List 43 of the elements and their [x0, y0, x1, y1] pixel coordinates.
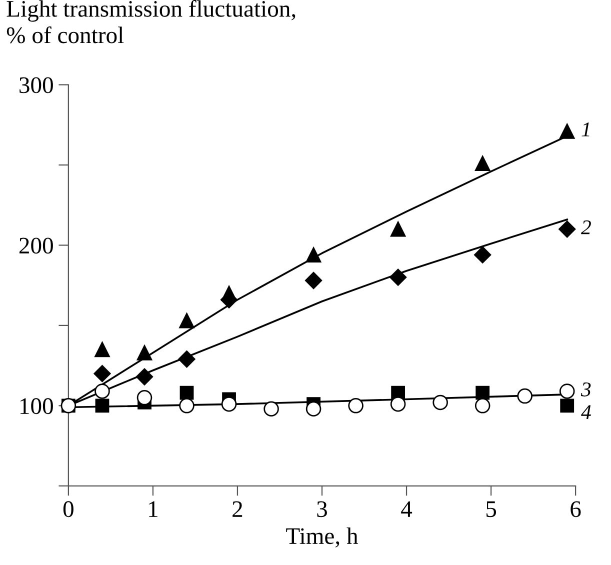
x-tick-label: 0 [63, 501, 74, 518]
point [136, 368, 154, 386]
series-label: 1 [582, 122, 590, 136]
point [179, 312, 194, 328]
point [94, 384, 110, 399]
series-label: 3 [580, 382, 591, 396]
point [559, 384, 575, 399]
point [94, 365, 111, 382]
point [136, 390, 152, 406]
series-label: 2 [581, 220, 591, 234]
point [179, 398, 194, 414]
point [94, 342, 110, 358]
point [95, 398, 110, 413]
point [178, 350, 196, 368]
x-axis-title: Time, h [286, 527, 358, 548]
y-tick-label: 300 [20, 77, 53, 94]
point [304, 272, 322, 290]
point [559, 124, 575, 139]
x-tick-label: 3 [317, 501, 327, 518]
y-tick-label: 200 [19, 238, 53, 254]
x-tick-label: 2 [232, 501, 242, 517]
point [474, 156, 490, 172]
point [306, 401, 322, 417]
point [221, 396, 237, 412]
point [474, 246, 492, 264]
x-tick-label: 1 [149, 501, 158, 517]
point [180, 386, 194, 400]
x-tick-label: 4 [401, 501, 412, 517]
point [136, 345, 152, 360]
y-axis-title: Light transmission fluctuation, % of control [6, 0, 296, 44]
point [306, 247, 322, 262]
point [476, 386, 490, 400]
point [558, 220, 576, 238]
series-label: 4 [581, 405, 591, 420]
point [390, 268, 407, 286]
y-tick-label: 100 [20, 398, 53, 414]
point [390, 222, 406, 237]
point [348, 398, 364, 414]
x-tick-label: 5 [486, 501, 496, 518]
point [432, 394, 448, 410]
x-tick-label: 6 [570, 501, 581, 518]
point [517, 388, 532, 404]
point [560, 398, 574, 413]
